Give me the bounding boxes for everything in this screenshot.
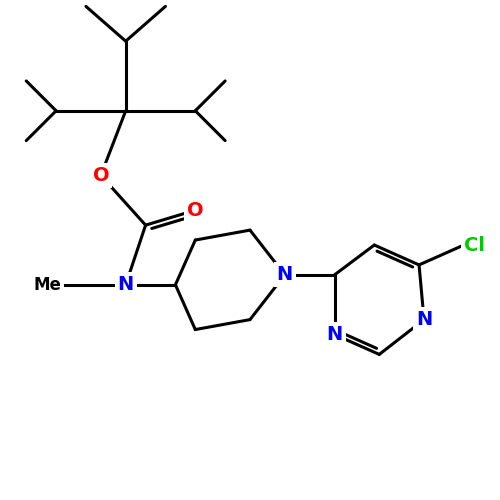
- Text: O: O: [187, 200, 204, 220]
- Text: N: N: [276, 266, 293, 284]
- Text: N: N: [326, 325, 342, 344]
- Text: N: N: [118, 276, 134, 294]
- Text: O: O: [92, 166, 109, 185]
- Text: Me: Me: [33, 276, 61, 294]
- Text: N: N: [416, 310, 432, 329]
- Text: Cl: Cl: [464, 236, 485, 255]
